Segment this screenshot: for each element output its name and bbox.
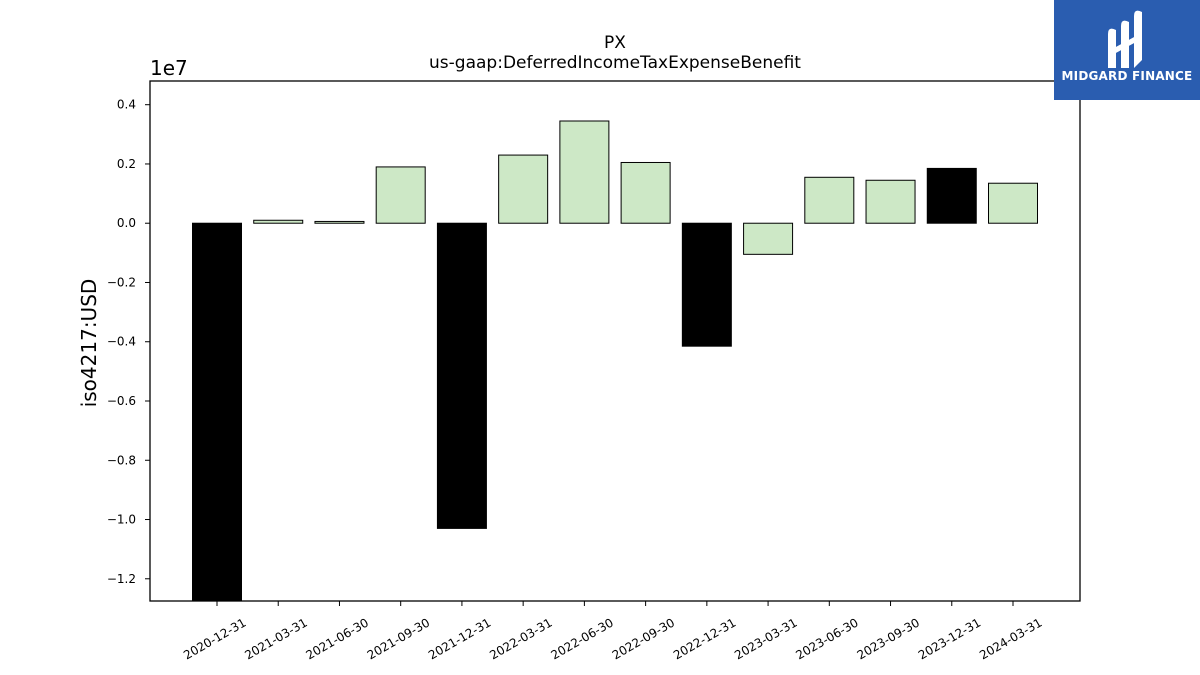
y-scale-label: 1e7 [150,56,188,80]
bar-2022-12-31 [681,222,732,347]
bar-2022-03-31 [498,154,549,224]
x-tick-label: 2023-03-31 [732,615,799,662]
logo-text: MIDGARD FINANCE [1061,69,1193,83]
x-tick-label: 2023-06-30 [793,615,860,662]
bar-2021-03-31 [253,219,304,224]
bar-2023-03-31 [743,222,794,255]
y-tick-label: 0.4 [117,98,136,112]
y-tick-label: −1.0 [107,513,136,527]
x-tick-label: 2022-09-30 [610,615,677,662]
y-tick-label: −0.8 [107,453,136,467]
plot-frame [149,80,1081,602]
y-tick-label: −0.6 [107,394,136,408]
x-tick-label: 2021-12-31 [426,615,493,662]
bar-2020-12-31 [192,222,242,602]
bar-2021-12-31 [436,222,487,529]
bar-group [192,120,1038,602]
y-axis-label: iso4217:USD [77,279,101,408]
bar-2023-09-30 [865,179,916,224]
x-tick-label: 2022-12-31 [671,615,738,662]
bar-2022-09-30 [620,161,671,224]
y-axis: 0.4 0.2 0.0 −0.2 −0.4 −0.6 −0.8 −1.0 −1.2 [107,98,150,586]
y-tick-label: 0.2 [117,157,136,171]
y-tick-label: −0.2 [107,275,136,289]
bar-2023-06-30 [804,176,855,224]
bar-2021-06-30 [314,220,365,224]
x-tick-label: 2023-09-30 [855,615,922,662]
chart-subtitle: us-gaap:DeferredIncomeTaxExpenseBenefit [429,53,801,73]
x-axis: 2020-12-312021-03-312021-06-302021-09-30… [181,601,1045,662]
x-tick-label: 2021-09-30 [365,615,432,662]
bar-2022-06-30 [559,120,610,224]
chart-title: PX [604,33,626,53]
x-tick-label: 2020-12-31 [181,615,248,662]
x-tick-label: 2023-12-31 [916,615,983,662]
x-tick-label: 2022-06-30 [548,615,615,662]
x-tick-label: 2021-06-30 [304,615,371,662]
y-tick-label: −1.2 [107,572,136,586]
y-tick-label: −0.4 [107,335,136,349]
midgard-finance-logo: MIDGARD FINANCE [1054,0,1200,100]
x-tick-label: 2022-03-31 [487,615,554,662]
bar-2023-12-31 [926,167,977,224]
bar-2021-09-30 [375,166,426,224]
bar-2024-03-31 [988,182,1038,224]
logo-mark-icon [1108,10,1142,69]
x-tick-label: 2021-03-31 [242,615,309,662]
y-tick-label: 0.0 [117,216,136,230]
x-tick-label: 2024-03-31 [977,615,1044,662]
